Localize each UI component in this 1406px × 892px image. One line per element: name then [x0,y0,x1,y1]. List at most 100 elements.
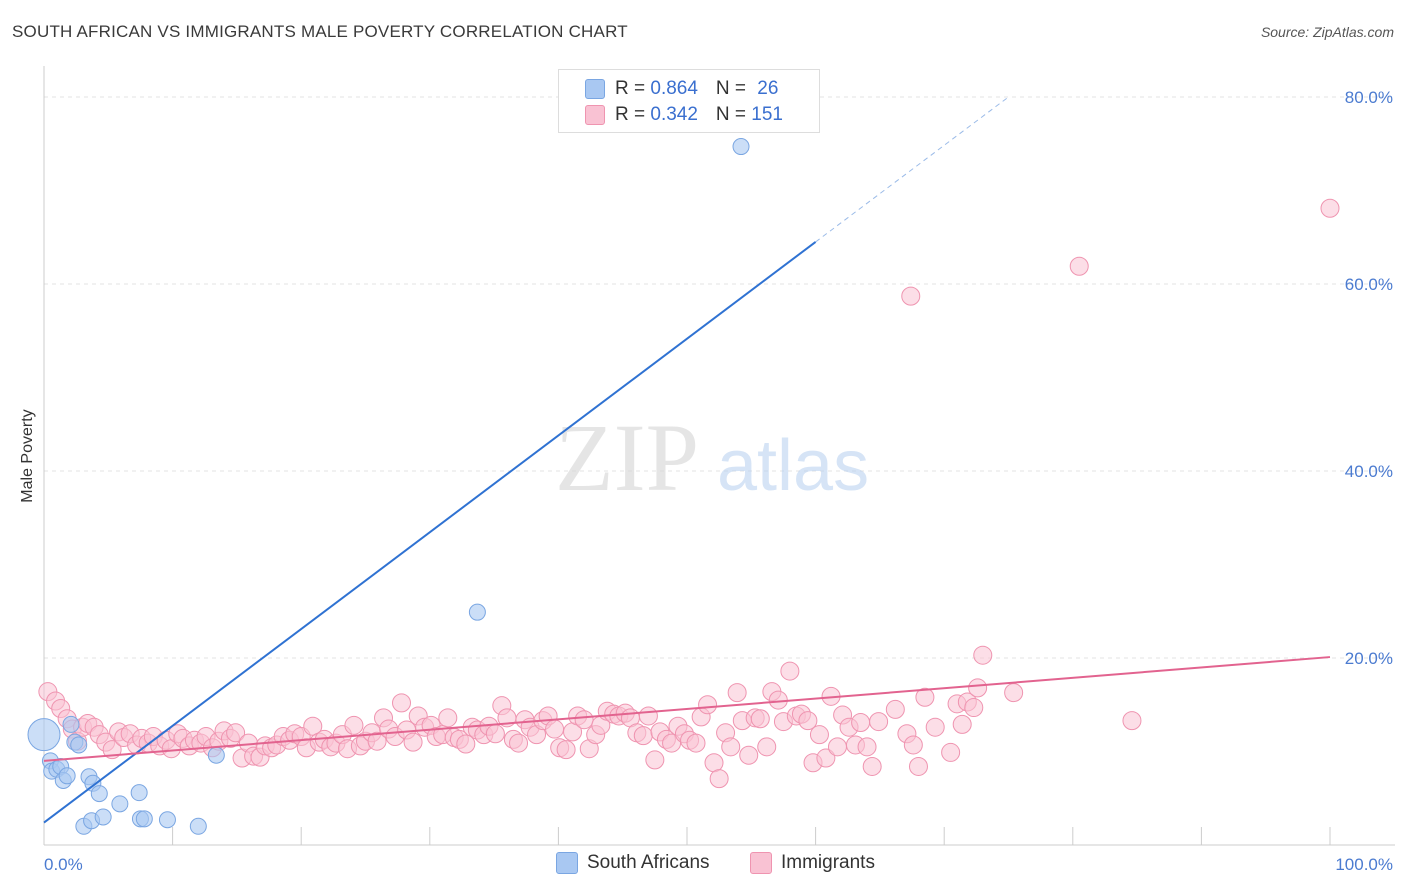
watermark-atlas: atlas [717,426,869,506]
series-legend: South Africans Immigrants [0,852,1406,878]
legend-item-immigrants[interactable]: Immigrants [750,852,875,874]
immigrants-point [768,690,788,710]
legend-n-value: 26 [757,78,779,99]
immigrants-point [798,711,818,731]
immigrants-point [344,715,364,735]
legend-swatch-pink [585,105,605,125]
legend-r-label: R = [615,78,651,99]
immigrants-point [392,693,412,713]
south-africans-point [135,810,153,828]
immigrants-point [915,687,935,707]
immigrants-point [698,695,718,715]
immigrants-point [509,733,529,753]
grid-lines [44,96,1395,659]
immigrants-point [739,745,759,765]
legend-swatch-blue [585,79,605,99]
immigrants-point [941,742,961,762]
immigrants-point [750,709,770,729]
immigrants-point [862,756,882,776]
immigrants-point [709,769,729,789]
immigrants-point [885,699,905,719]
immigrants-point [1069,256,1089,276]
immigrants-point [809,725,829,745]
immigrants-point [686,733,706,753]
south-africans-point [732,138,750,156]
immigrants-point [403,732,423,752]
south-africans-point [62,715,80,733]
south-africans-point [158,811,176,829]
immigrants-point [545,719,565,739]
immigrants-point [574,710,594,730]
south-africans-point [70,736,88,754]
south-africans-point [111,795,129,813]
immigrants-point [721,737,741,757]
axes [43,66,1395,846]
south-africans-point [90,785,108,803]
immigrants-point [869,712,889,732]
south-africans-point [58,767,76,785]
south-africans-trend-extension [815,96,1009,243]
immigrants-point [952,714,972,734]
immigrants-point [973,645,993,665]
immigrants-point [908,756,928,776]
y-tick-label: 60.0% [1345,275,1393,294]
immigrants-point [727,683,747,703]
legend-swatch-pink [750,852,772,874]
immigrants-point [901,286,921,306]
y-tick-label: 20.0% [1345,649,1393,668]
x-tick-label: 0.0% [44,855,83,874]
immigrants-point [903,735,923,755]
immigrants-point [456,734,476,754]
legend-swatch-blue [556,852,578,874]
correlation-legend: R = 0.864 N = 26 R = 0.342 N = 151 [558,69,820,133]
south-africans-point [207,746,225,764]
legend-n-label: N = [715,104,752,125]
south-africans-trend-line [43,241,817,824]
immigrants-point [485,724,505,744]
immigrants-point [925,717,945,737]
south-africans-point [27,718,61,752]
chart-source: Source: ZipAtlas.com [1260,24,1394,40]
south-africans-points [27,138,750,835]
y-tick-label: 80.0% [1345,88,1393,107]
immigrants-point [816,748,836,768]
immigrants-point [857,737,877,757]
legend-row-south-africans: R = 0.864 N = 26 [585,77,778,101]
immigrants-point [633,726,653,746]
immigrants-points [38,198,1340,789]
legend-label-south-africans: South Africans [587,852,710,873]
legend-n-label: N = [715,78,752,99]
immigrants-point [438,708,458,728]
chart-title: SOUTH AFRICAN VS IMMIGRANTS MALE POVERTY… [12,22,628,41]
immigrants-point [964,698,984,718]
trend-lines [43,96,1331,824]
immigrants-point [780,661,800,681]
immigrants-point [827,737,847,757]
immigrants-point [1320,198,1340,218]
legend-r-value: 0.864 [650,78,698,99]
immigrants-point [704,753,724,773]
immigrants-trend-line [43,656,1331,762]
tick-labels: 20.0% 40.0% 60.0% 80.0% 0.0% 100.0% [44,88,1393,874]
x-tick-label: 100.0% [1335,855,1393,874]
south-africans-point [94,808,112,826]
south-africans-point [468,603,486,621]
immigrants-point [1004,683,1024,703]
immigrants-point [638,706,658,726]
legend-item-south-africans[interactable]: South Africans [556,852,710,874]
legend-row-immigrants: R = 0.342 N = 151 [585,103,783,127]
immigrants-point [556,740,576,760]
south-africans-point [130,784,148,802]
y-tick-label: 40.0% [1345,462,1393,481]
immigrants-point [968,678,988,698]
watermark-zip: ZIP [555,404,699,511]
legend-r-label: R = [615,104,651,125]
immigrants-point [645,750,665,770]
legend-n-value: 151 [751,104,783,125]
immigrants-point [367,731,387,751]
legend-r-value: 0.342 [650,104,698,125]
immigrants-point [1122,711,1142,731]
immigrants-point [226,723,246,743]
watermark: ZIP atlas [555,404,869,511]
